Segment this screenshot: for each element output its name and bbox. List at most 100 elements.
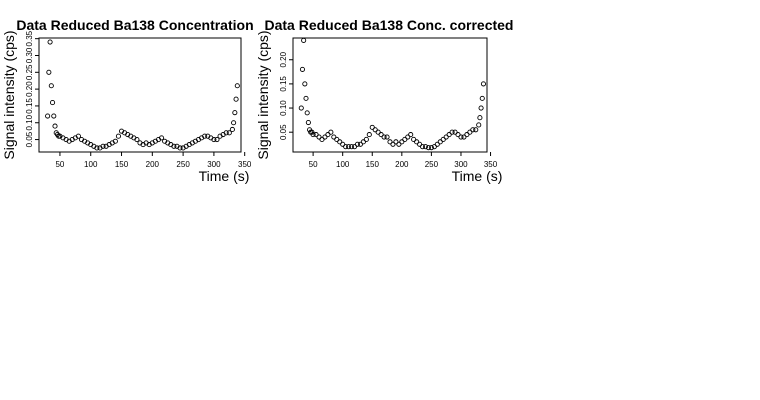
- chart2-plot-frame: [292, 37, 488, 153]
- chart2-data-point: [443, 134, 449, 140]
- chart2-data-point: [467, 129, 473, 135]
- chart2-x-tick-label: 250: [425, 160, 439, 169]
- chart1-data-point: [171, 143, 177, 149]
- chart2-data-point: [351, 144, 358, 150]
- chart2-y-tick-label: 0.15: [279, 76, 288, 92]
- chart2-x-tick-label: 300: [454, 160, 468, 169]
- chart2-y-tick-label: 0.10: [279, 100, 288, 116]
- chart2-data-point: [331, 134, 337, 140]
- chart2-data-point: [387, 139, 393, 145]
- chart2-data-point: [434, 141, 440, 147]
- chart2-data-point: [405, 134, 411, 140]
- chart1-title: Data Reduced Ba138 Concentration: [16, 17, 253, 33]
- chart1-data-point: [234, 83, 240, 89]
- chart2-data-point: [479, 95, 485, 101]
- chart1-data-point: [100, 143, 106, 149]
- chart2-y-tick-label: 0.20: [279, 51, 288, 67]
- chart2-x-axis-label: Time (s): [452, 168, 503, 184]
- chart1-data-point: [159, 135, 165, 141]
- chart2-data-point: [322, 134, 328, 140]
- chart2-data-point: [316, 134, 322, 140]
- chart2-data-point: [476, 122, 482, 128]
- chart1-y-tick-label: 0.35: [25, 30, 34, 46]
- chart2-data-point: [319, 136, 325, 142]
- chart2-data-point: [346, 144, 352, 150]
- chart2-data-point: [440, 136, 446, 142]
- chart2-data-point: [419, 144, 426, 150]
- chart2-data-point: [422, 144, 429, 150]
- chart2-data-point: [473, 127, 479, 133]
- chart2-data-point: [477, 115, 483, 121]
- chart1-data-point: [46, 69, 52, 75]
- chart1-plot-frame: [38, 37, 242, 153]
- chart2-data-point: [455, 132, 461, 138]
- chart2-data-point: [349, 144, 355, 150]
- chart1-data-point: [45, 113, 51, 119]
- chart1-y-tick-label: 0.25: [25, 64, 34, 80]
- chart1-data-point: [134, 137, 140, 143]
- chart2-data-point: [480, 81, 487, 87]
- chart2-data-point: [309, 129, 315, 135]
- chart2-data-point: [428, 145, 434, 151]
- chart2-x-tick-label: 200: [395, 160, 409, 169]
- chart2-data-point: [381, 134, 387, 140]
- chart2-data-point: [470, 127, 476, 133]
- chart2-data-point: [425, 145, 431, 151]
- chart1-x-tick-label: 300: [207, 160, 221, 169]
- chart1-x-tick-label: 250: [176, 160, 190, 169]
- chart2-data-point: [393, 139, 399, 145]
- chart2-data-point: [378, 132, 384, 138]
- chart2-data-point: [375, 129, 381, 135]
- chart1-data-point: [115, 133, 121, 139]
- chart2-data-point: [298, 105, 304, 111]
- chart2-y-tick-label: 0.05: [279, 124, 288, 140]
- chart1-data-point: [211, 137, 217, 143]
- chart1-data-point: [75, 133, 81, 139]
- chart1-y-tick-label: 0.05: [25, 131, 34, 147]
- chart1-x-tick-label: 200: [146, 160, 160, 169]
- chart1-x-tick-label: 50: [55, 160, 64, 169]
- chart1-data-point: [231, 120, 237, 126]
- chart1-y-tick-label: 0.20: [25, 81, 34, 97]
- chart2-data-point: [446, 132, 452, 138]
- chart1-data-point: [177, 145, 183, 151]
- chart1-data-point: [49, 100, 56, 106]
- chart1-data-point: [214, 137, 220, 143]
- chart2-data-point: [340, 141, 346, 147]
- chart2-data-point: [458, 134, 464, 140]
- chart2-title: Data Reduced Ba138 Conc. corrected: [265, 17, 514, 33]
- chart2-data-point: [305, 119, 311, 126]
- chart1-data-point: [112, 138, 118, 144]
- chart2-data-point: [478, 105, 484, 111]
- chart1-data-point: [202, 133, 208, 139]
- chart2-data-point: [417, 141, 423, 147]
- chart1-x-tick-label: 150: [115, 160, 129, 169]
- chart2-data-point: [431, 144, 437, 150]
- chart1-data-point: [232, 110, 238, 116]
- chart2-data-point: [337, 139, 343, 145]
- chart2-x-tick-label: 150: [366, 160, 380, 169]
- chart1-data-point: [226, 130, 232, 136]
- chart2-data-point: [354, 141, 361, 147]
- chart1-y-tick-label: 0.15: [25, 98, 34, 114]
- chart2-data-point: [325, 132, 331, 138]
- chart1-data-point: [233, 96, 239, 102]
- chart1-data-point: [47, 39, 53, 45]
- chart2-data-point: [396, 141, 402, 147]
- chart2-data-point: [328, 129, 334, 135]
- chart2-data-point: [299, 66, 306, 72]
- chart2-data-point: [303, 95, 309, 101]
- chart1-data-point: [94, 145, 100, 151]
- chart1-data-point: [51, 113, 57, 119]
- chart1-y-axis-label: Signal intensity (cps): [1, 30, 17, 159]
- chart2-data-point: [366, 132, 372, 138]
- chart2-x-tick-label: 50: [309, 160, 318, 169]
- chart2-data-point: [357, 141, 363, 147]
- chart2-data-point: [449, 129, 455, 135]
- chart1-x-tick-label: 100: [84, 160, 98, 169]
- chart1-data-point: [229, 126, 235, 133]
- chart2-data-point: [384, 134, 390, 140]
- chart2-data-point: [334, 136, 340, 142]
- chart2-data-point: [301, 37, 307, 43]
- chart1-x-tick-label: 350: [238, 160, 252, 169]
